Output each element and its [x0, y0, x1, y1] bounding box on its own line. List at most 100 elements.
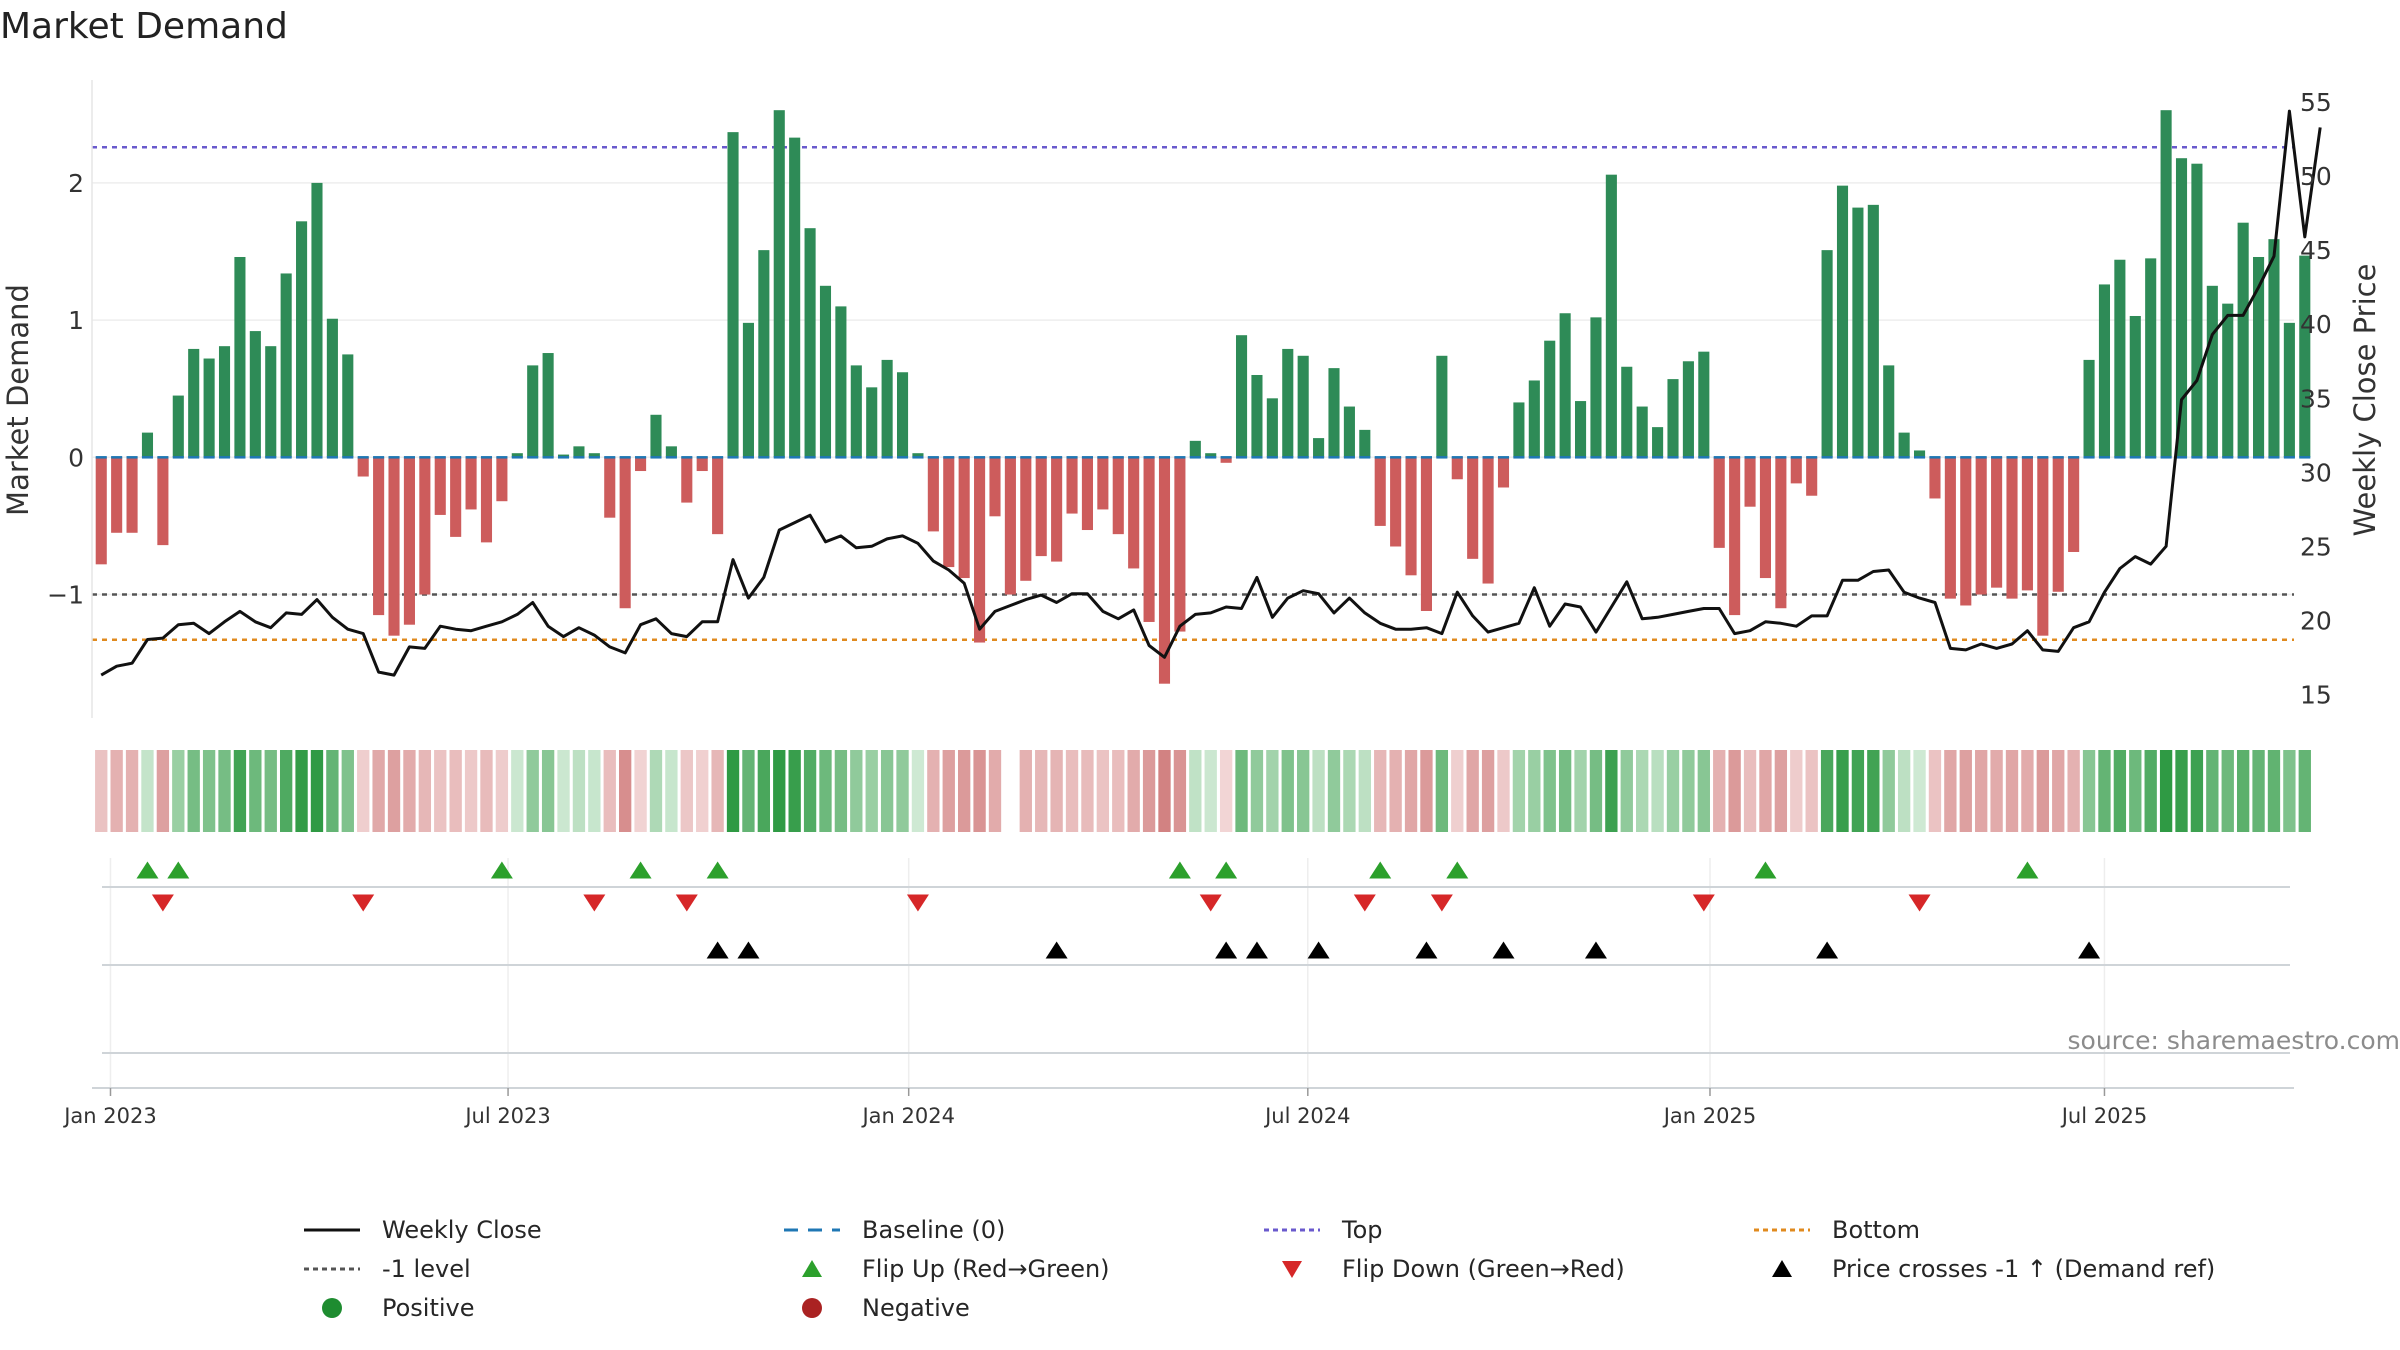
strip-cell: [1928, 750, 1942, 832]
positive-bar: [1590, 317, 1602, 458]
negative-bar: [1991, 457, 2003, 588]
strip-cell: [1404, 750, 1418, 832]
negative-bar: [989, 457, 1001, 517]
negative-bar: [450, 457, 462, 537]
strip-cell: [295, 750, 308, 832]
right-axis-ticks: 15 20 25 30 35 40 45 50 55: [2300, 88, 2332, 709]
positive-bar: [1836, 185, 1849, 458]
legend-item: Flip Down (Green→Red): [1260, 1251, 1625, 1287]
flip-down-marker: [675, 894, 698, 912]
positive-bar: [1898, 432, 1910, 458]
negative-bar: [1174, 457, 1186, 632]
legend-item: Baseline (0): [780, 1212, 1005, 1248]
positive-bar: [1883, 365, 1895, 458]
positive-bar: [1544, 340, 1556, 458]
strip-cell: [696, 750, 709, 832]
strip-cell: [2236, 750, 2250, 832]
positive-bar: [881, 359, 893, 458]
negative-bar: [1051, 457, 1063, 562]
flip-down-marker: [1199, 894, 1222, 912]
strip-cell: [1050, 750, 1063, 832]
negative-bar: [1081, 457, 1093, 531]
negative-bar: [357, 457, 369, 477]
strip-cell: [988, 750, 1002, 832]
strip-cell: [264, 750, 277, 832]
price-cross-marker: [1215, 941, 1238, 959]
strip-cell: [1682, 750, 1695, 832]
strip-cell: [1065, 750, 1079, 832]
strip-cell: [372, 750, 385, 832]
negative-bar: [604, 457, 616, 518]
price-cross-marker: [1307, 941, 1330, 959]
negative-bar: [465, 457, 477, 510]
positive-bar: [311, 182, 323, 458]
demand-heat-strip: [95, 750, 2311, 832]
legend-swatch: [304, 1267, 360, 1271]
negative-bar: [1390, 457, 1402, 547]
x-tick-label: Jan 2024: [860, 1104, 955, 1128]
positive-bar: [835, 306, 847, 458]
strip-cell: [2283, 750, 2296, 832]
positive-bar: [249, 331, 261, 458]
strip-cell: [1959, 750, 1972, 832]
legend-item: Negative: [780, 1290, 970, 1326]
strip-cell: [2144, 750, 2157, 832]
strip-cell: [1158, 750, 1171, 832]
negative-bar: [1775, 457, 1787, 609]
positive-bar: [896, 372, 909, 458]
positive-bar: [727, 132, 739, 458]
right-tick-label: 45: [2300, 236, 2332, 265]
legend-swatch: [1264, 1228, 1320, 1232]
negative-bar: [1451, 457, 1463, 480]
flip-up-marker: [706, 861, 729, 879]
flip-up-marker: [1754, 861, 1777, 879]
strip-cell: [634, 750, 647, 832]
strip-cell: [418, 750, 432, 832]
reference-lines: [92, 145, 2294, 642]
positive-bar: [2160, 110, 2172, 458]
left-tick-label: −1: [47, 581, 84, 610]
left-axis-ticks: −1 0 1 2: [47, 169, 84, 610]
positive-bar: [2175, 158, 2188, 458]
x-tick-label: Jan 2023: [62, 1104, 157, 1128]
strip-cell: [1250, 750, 1264, 832]
legend-label: Flip Down (Green→Red): [1342, 1255, 1625, 1283]
strip-cell: [1990, 750, 2003, 832]
negative-bar: [696, 457, 708, 472]
left-tick-label: 2: [68, 169, 84, 198]
positive-bar: [742, 322, 754, 458]
positive-bar: [2114, 259, 2126, 458]
flip-up-marker: [1215, 861, 1238, 879]
strip-cell: [2067, 750, 2080, 832]
strip-cell: [464, 750, 478, 832]
price-cross-marker: [1245, 941, 1268, 959]
strip-cell: [2221, 750, 2234, 832]
positive-bar: [1636, 406, 1648, 458]
positive-bar: [527, 365, 539, 458]
strip-cell: [2159, 750, 2173, 832]
flip-down-marker: [151, 894, 174, 912]
strip-cell: [387, 750, 401, 832]
price-cross-marker: [1045, 941, 1068, 959]
chart-title: Market Demand: [0, 6, 288, 47]
positive-bar: [326, 318, 338, 458]
strip-cell: [1420, 750, 1433, 832]
legend-label: Negative: [862, 1294, 970, 1322]
legend-swatch: [322, 1298, 342, 1318]
flip-up-marker: [490, 861, 513, 879]
strip-cell: [1466, 750, 1479, 832]
strip-cell: [2206, 750, 2219, 832]
negative-bar: [419, 457, 431, 595]
positive-bar: [573, 446, 585, 458]
strip-cell: [819, 750, 832, 832]
price-line-group: [100, 109, 2322, 677]
legend-swatch: [784, 1228, 840, 1232]
negative-bar: [1790, 457, 1802, 484]
left-tick-label: 0: [68, 443, 84, 472]
demand-bars: [95, 110, 2311, 684]
negative-bar: [1929, 457, 1941, 499]
strip-cell: [1019, 750, 1032, 832]
right-tick-label: 35: [2300, 384, 2332, 413]
strip-cell: [2267, 750, 2281, 832]
positive-bar: [1698, 351, 1710, 458]
